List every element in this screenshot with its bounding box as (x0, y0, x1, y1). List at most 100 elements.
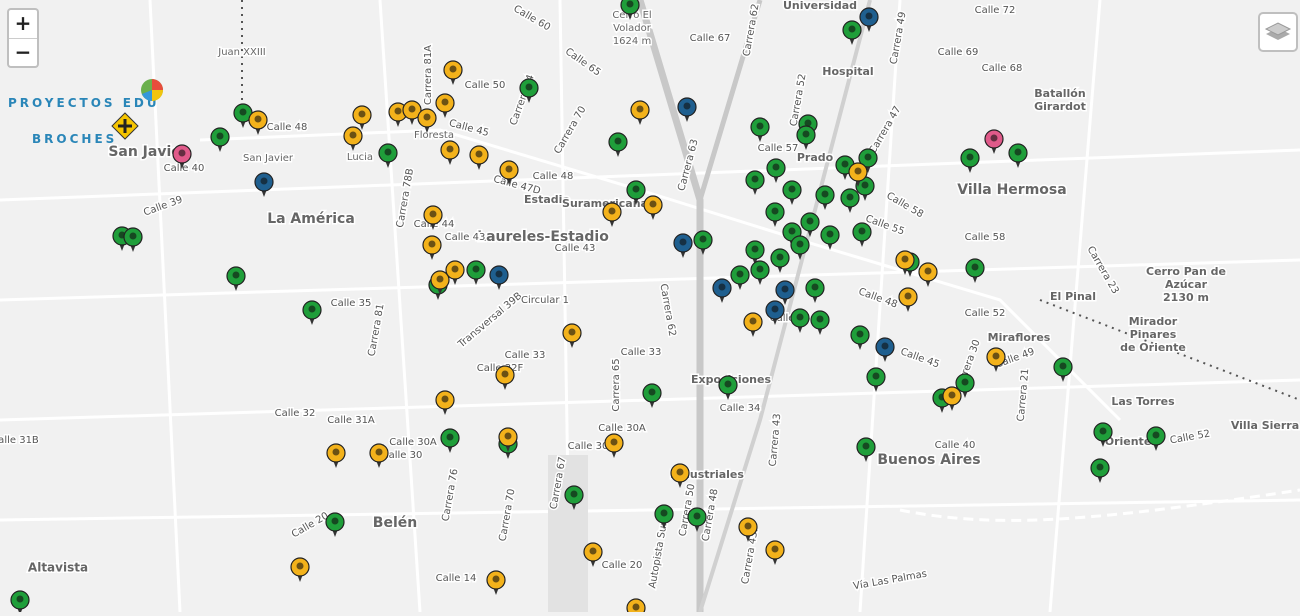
airfield (548, 455, 588, 612)
layers-button[interactable] (1258, 12, 1298, 52)
tree-marker (440, 428, 460, 453)
broches-marker (670, 463, 690, 488)
street-label: Calle 43 (445, 232, 486, 243)
place-label: Mirador (1129, 315, 1178, 328)
street-label: Calle 32 (275, 408, 316, 419)
tree-marker (1053, 357, 1073, 382)
tree-marker (750, 117, 770, 142)
place-label: Floresta (414, 130, 454, 141)
tree-marker (608, 132, 628, 157)
tree-marker (856, 437, 876, 462)
broches-marker (583, 542, 603, 567)
tree-marker (796, 125, 816, 150)
street-label: Calle 40 (164, 163, 205, 174)
tree-marker (745, 170, 765, 195)
broches-marker (630, 100, 650, 125)
tree-marker (654, 504, 674, 529)
broches-marker (435, 93, 455, 118)
place-label: Laureles-Estadio (477, 229, 609, 245)
zoom-out-button[interactable]: − (14, 40, 32, 64)
highway (697, 0, 763, 201)
street-label: Circular 1 (521, 295, 569, 306)
tree-marker (378, 143, 398, 168)
street-label: Calle 40 (935, 440, 976, 451)
avenue (698, 0, 872, 613)
street-label: Calle 67 (690, 33, 731, 44)
place-label: de Oriente (1120, 341, 1186, 354)
broches-marker (402, 100, 422, 125)
tree-marker (730, 265, 750, 290)
tree-marker (123, 227, 143, 252)
street-label: Calle 48 (267, 122, 308, 133)
place-label: Altavista (28, 561, 88, 575)
broches-marker (248, 110, 268, 135)
broches-marker (443, 60, 463, 85)
tree-marker (687, 507, 707, 532)
broches-marker (895, 250, 915, 275)
tree-marker (564, 485, 584, 510)
zoom-control: + − (7, 8, 39, 68)
tree-marker (960, 148, 980, 173)
street-label: Carrera 81A (423, 45, 434, 105)
tree-marker (955, 373, 975, 398)
place-label: Juan XXIII (217, 47, 265, 58)
tree-marker (745, 240, 765, 265)
place-label: Estadio (524, 193, 570, 206)
tree-marker (790, 235, 810, 260)
street-label: Calle 31B (0, 435, 39, 446)
broches-marker (643, 195, 663, 220)
tree-marker (1090, 458, 1110, 483)
broches-marker (942, 386, 962, 411)
place-label: Cerro Pan de (1146, 265, 1226, 278)
tree-marker (815, 185, 835, 210)
tree-marker (820, 225, 840, 250)
tree-marker (718, 375, 738, 400)
place-label: 1624 m (613, 36, 651, 47)
broches-marker (343, 126, 363, 151)
building-marker (673, 233, 693, 258)
tree-marker (519, 78, 539, 103)
place-label: San Javier (243, 153, 294, 164)
broches-marker (423, 205, 443, 230)
tree-marker (765, 202, 785, 227)
street-label: Calle 30 (568, 441, 609, 452)
street-label: Calle 31A (327, 415, 375, 426)
tree-marker (1093, 422, 1113, 447)
broches-marker (445, 260, 465, 285)
place-label: Belén (373, 515, 417, 531)
tree-marker (226, 266, 246, 291)
boundary (899, 488, 1300, 522)
broches-marker (469, 145, 489, 170)
street-label: Calle 48 (533, 171, 574, 182)
tree-marker (805, 278, 825, 303)
tree-marker (840, 188, 860, 213)
broches-marker (604, 433, 624, 458)
broches-marker (495, 365, 515, 390)
building-marker (677, 97, 697, 122)
place-label: Villa Sierra (1231, 419, 1299, 432)
place-label: Suramericana (562, 197, 648, 210)
broches-marker (562, 323, 582, 348)
place-label: El Pinal (1050, 290, 1096, 303)
broches-marker (499, 160, 519, 185)
place-label: Pinares (1130, 328, 1177, 341)
tree-marker (693, 230, 713, 255)
building-marker (765, 300, 785, 325)
place-label: Lucia (347, 152, 373, 163)
place-label: Cerro El (612, 10, 651, 21)
place-label: Universidad (783, 0, 857, 12)
broches-marker (743, 312, 763, 337)
building-marker (254, 172, 274, 197)
broches-marker (326, 443, 346, 468)
broches-marker (440, 140, 460, 165)
street-label: Calle 20 (602, 560, 643, 571)
place-label: Las Torres (1111, 395, 1175, 408)
tree-marker (770, 248, 790, 273)
street-label: Calle 33 (621, 347, 662, 358)
broches-marker (738, 517, 758, 542)
broches-marker (369, 443, 389, 468)
zoom-in-button[interactable]: + (9, 10, 37, 39)
broches-marker (417, 108, 437, 133)
